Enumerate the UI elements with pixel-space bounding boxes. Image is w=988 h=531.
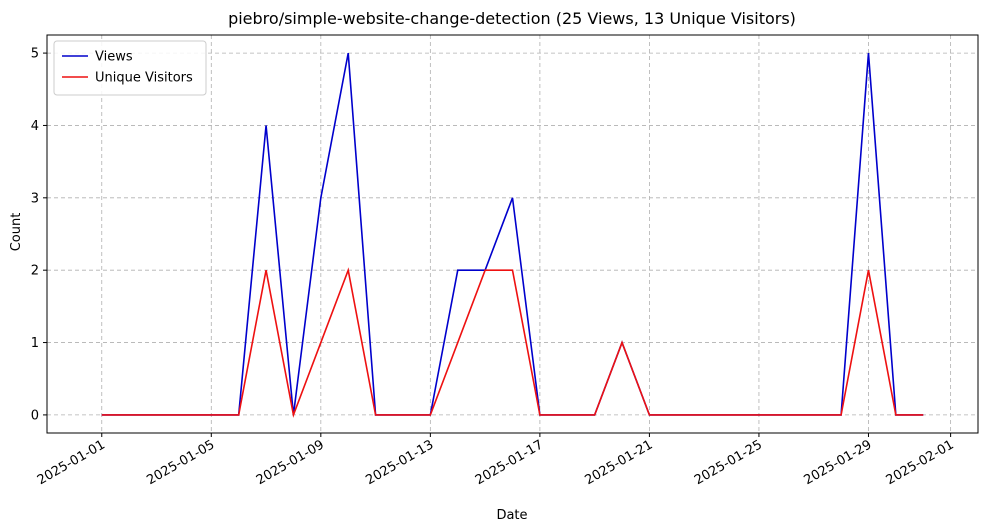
legend-label: Unique Visitors [95,71,193,86]
plot-area-frame [46,34,979,434]
series-layer [101,52,924,418]
x-tick-label: 2025-01-25 [692,437,765,488]
series-line-views [101,52,924,416]
y-axis: 0 1 2 3 4 5 [31,47,47,423]
y-tick-label: 3 [31,191,39,206]
series-line-unique-visitors [101,267,924,418]
chart-title: piebro/simple-website-change-detection (… [228,9,796,28]
y-tick-label: 4 [31,119,39,134]
x-tick-label: 2025-01-01 [35,437,108,488]
legend-label: Views [95,50,133,65]
y-axis-label: Count [9,213,24,252]
x-axis-label: Date [496,508,527,523]
x-tick-label: 2025-01-29 [802,437,875,488]
legend-box [53,40,207,96]
x-tick-label: 2025-01-21 [582,437,655,488]
y-tick-label: 1 [31,336,39,351]
y-tick-label: 2 [31,264,39,279]
y-tick-label: 5 [31,47,39,62]
x-tick-label: 2025-01-17 [473,437,546,488]
x-tick-label: 2025-02-01 [884,437,957,488]
x-tick-label: 2025-01-09 [254,437,327,488]
grid [47,35,978,433]
x-axis: 2025-01-01 2025-01-05 2025-01-09 2025-01-13… [35,433,957,488]
x-tick-label: 2025-01-13 [363,437,436,488]
y-tick-label: 0 [31,408,39,423]
x-tick-label: 2025-01-05 [144,437,217,488]
legend: Views Unique Visitors [53,40,207,96]
